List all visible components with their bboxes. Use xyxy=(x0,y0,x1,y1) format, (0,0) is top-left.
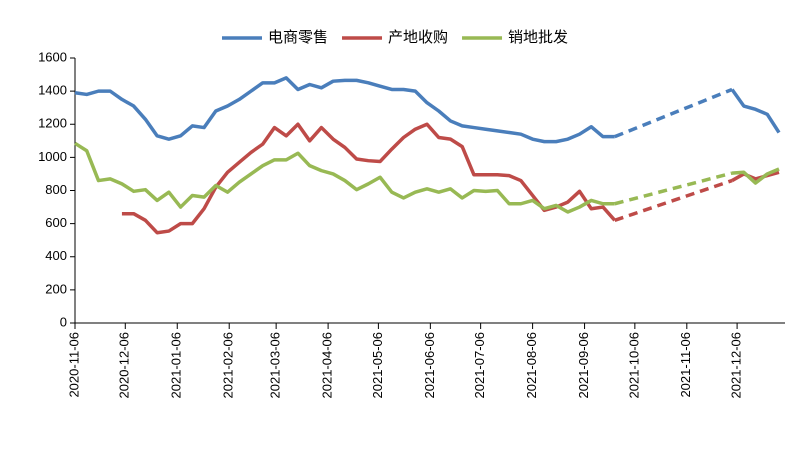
x-tick-label: 2021-04-06 xyxy=(320,332,335,399)
y-tick-label: 0 xyxy=(60,314,67,329)
gap-dashed-line xyxy=(614,171,733,206)
y-tick-label: 800 xyxy=(45,182,67,197)
legend-label: 销地批发 xyxy=(508,29,568,46)
y-tick-label: 200 xyxy=(45,281,67,296)
series-line xyxy=(74,141,615,214)
series-line xyxy=(74,76,615,144)
x-tick-label: 2020-12-06 xyxy=(117,332,132,399)
y-tick-label: 1400 xyxy=(38,83,67,98)
gap-dashed-line xyxy=(614,87,733,139)
series-line xyxy=(731,170,780,183)
x-tick-label: 2021-12-06 xyxy=(729,332,744,399)
x-tick-label: 2021-02-06 xyxy=(221,332,236,399)
y-tick-label: 1200 xyxy=(38,116,67,131)
series-line xyxy=(121,122,617,235)
x-tick-label: 2021-08-06 xyxy=(524,332,539,399)
x-tick-label: 2021-06-06 xyxy=(422,332,437,399)
legend-label: 产地收购 xyxy=(388,29,448,46)
y-tick-label: 600 xyxy=(45,215,67,230)
series-line xyxy=(730,88,781,134)
x-tick-label: 2021-01-06 xyxy=(169,332,184,399)
series-line xyxy=(731,167,780,185)
gap-dashed-line xyxy=(614,178,733,222)
y-tick-label: 400 xyxy=(45,248,67,263)
y-tick-label: 1600 xyxy=(38,49,67,64)
x-tick-label: 2020-11-06 xyxy=(66,332,81,398)
x-tick-label: 2021-03-06 xyxy=(268,332,283,399)
legend-label: 电商零售 xyxy=(268,29,328,46)
x-tick-label: 2021-05-06 xyxy=(370,332,385,399)
x-tick-label: 2021-11-06 xyxy=(678,332,693,398)
y-tick-label: 1000 xyxy=(38,149,67,164)
x-tick-label: 2021-10-06 xyxy=(626,332,641,399)
x-tick-label: 2021-09-06 xyxy=(576,332,591,399)
x-tick-label: 2021-07-06 xyxy=(472,332,487,399)
